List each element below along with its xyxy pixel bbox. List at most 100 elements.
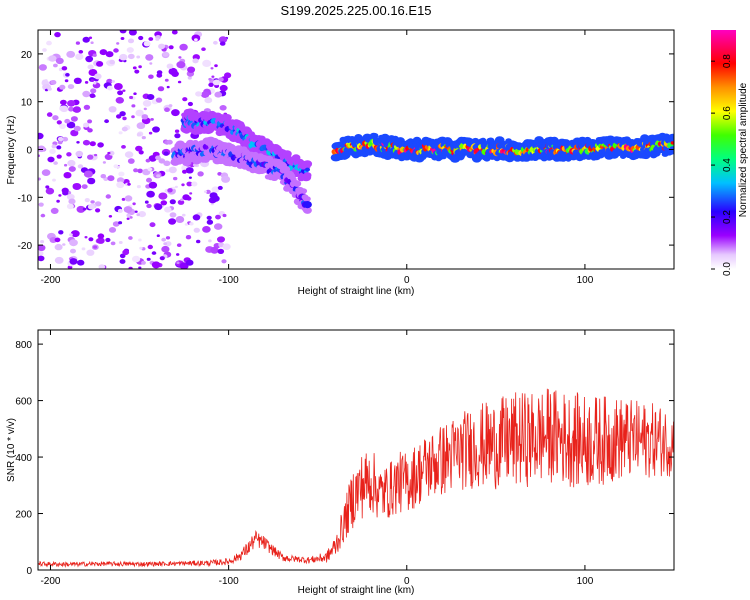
spectrogram-cell <box>67 100 76 107</box>
spectrogram-cell <box>201 156 210 163</box>
spectrogram-cell <box>160 200 168 206</box>
spectrogram-cell <box>66 203 74 210</box>
spectrogram-cell <box>144 200 149 204</box>
spectrogram-cell <box>164 78 169 82</box>
spectrogram-cell <box>165 236 171 240</box>
spectrogram-cell <box>54 31 61 38</box>
spectrogram-cell <box>305 167 310 172</box>
spectrogram-cell <box>88 69 98 76</box>
spectrogram-cell <box>67 84 75 90</box>
spectrogram-cell <box>189 192 193 195</box>
spectrogram-cell <box>178 56 182 59</box>
spectrogram-cell <box>105 51 114 58</box>
spectrogram-cell <box>83 122 90 128</box>
spectrogram-cell <box>58 194 62 197</box>
spectrogram-cell <box>208 77 212 81</box>
snr-panel: -200 -100 0 100 0 200 400 600 800 Height of str… <box>6 329 675 596</box>
spectrogram-cell <box>38 250 44 256</box>
spectrogram-cell <box>210 67 214 70</box>
spectrogram-cell <box>193 227 200 233</box>
spectrogram-cell <box>94 73 102 80</box>
spectrogram-cell <box>85 55 94 63</box>
spectrogram-cell <box>45 187 55 195</box>
spectrogram-cell <box>52 178 56 182</box>
spectrogram-cell <box>302 160 313 168</box>
spectrogram-cell <box>174 129 180 133</box>
spectrogram-cell <box>139 246 143 250</box>
spectrogram-cell <box>93 245 98 249</box>
spectrogram-cell <box>156 73 163 78</box>
spectrogram-cell <box>92 53 97 57</box>
spectrogram-cell <box>165 241 172 247</box>
spectrogram-cell <box>70 248 76 254</box>
spectrogram-cell <box>188 176 192 179</box>
spectrogram-cell <box>84 236 88 239</box>
spectrogram-cell <box>76 141 80 144</box>
spectrogram-cell <box>166 139 173 145</box>
spectrogram-cell <box>87 154 94 160</box>
spectrogram-cell <box>127 38 135 44</box>
spectrogram-cell <box>136 55 141 59</box>
spectrogram-cell <box>201 47 206 51</box>
spectrogram-cell <box>86 249 95 256</box>
spectrogram-cell <box>51 144 57 149</box>
spectrogram-cell <box>156 234 160 237</box>
spectrogram-cell <box>138 150 144 155</box>
spectrogram-cell <box>81 247 86 251</box>
spectrogram-cell <box>211 75 215 78</box>
spectrogram-cell <box>131 115 135 119</box>
spectrogram-cell <box>38 177 41 181</box>
spectrogram-cell <box>184 223 189 226</box>
spectrogram-cell <box>68 166 76 172</box>
y-tick-label: 400 <box>15 453 32 464</box>
spectrogram-cell <box>217 172 222 176</box>
spectrogram-cell <box>163 151 169 156</box>
x-tick-label: -200 <box>40 576 60 587</box>
spectrogram-cell <box>81 184 88 190</box>
spectrogram-cell <box>82 139 91 146</box>
spectrogram-cell <box>60 99 67 106</box>
spectrogram-cell <box>82 207 87 211</box>
spectrogram-cell <box>197 171 204 177</box>
spectrogram-cell <box>118 171 125 177</box>
spectrogram-cell <box>50 80 57 85</box>
spectrogram-cell <box>219 105 227 111</box>
spectrogram-cell <box>146 203 152 209</box>
spectrogram-cell <box>219 84 228 92</box>
spectrogram-cell <box>136 132 142 137</box>
spectrogram-cell <box>117 165 121 169</box>
spectrogram-cell <box>191 34 201 42</box>
spectrogram-cell <box>127 158 135 164</box>
spectrogram-cell <box>120 37 125 40</box>
spectrogram-cell <box>118 241 123 244</box>
spectrogram-cell <box>66 50 76 58</box>
spectrogram-cell <box>56 145 62 150</box>
spectrogram-cell <box>149 222 156 228</box>
spectrogram-cell <box>177 80 182 84</box>
spectrogram-cell <box>174 185 178 189</box>
x-tick-label: -100 <box>219 275 239 286</box>
spectrogram-cell <box>303 172 312 179</box>
spectrogram-cell <box>176 61 186 69</box>
spectrogram-cell <box>164 107 170 112</box>
spectrogram-cell <box>371 133 379 139</box>
spectrogram-cell <box>217 248 225 254</box>
spectrogram-cell <box>57 136 64 142</box>
spectrogram-cell <box>195 91 202 97</box>
spectrogram-cell <box>52 115 59 121</box>
spectrogram-cell <box>152 126 160 133</box>
spectrogram-cell <box>70 129 79 137</box>
spectrogram-cell <box>116 114 122 119</box>
spectrogram-cell <box>132 66 137 70</box>
spectrogram-cell <box>202 59 212 67</box>
spectrogram-cell <box>159 256 165 261</box>
spectrogram-cell <box>127 182 131 186</box>
spectrogram-cell <box>38 202 44 207</box>
spectrogram-cell <box>83 170 93 178</box>
spectrogram-y-label: Frequency (Hz) <box>6 116 17 185</box>
spectrogram-cell <box>132 255 141 263</box>
spectrogram-cell <box>167 188 173 193</box>
y-tick-label: 200 <box>15 510 32 521</box>
spectrogram-cell <box>87 119 93 124</box>
spectrogram-cell <box>121 126 128 132</box>
